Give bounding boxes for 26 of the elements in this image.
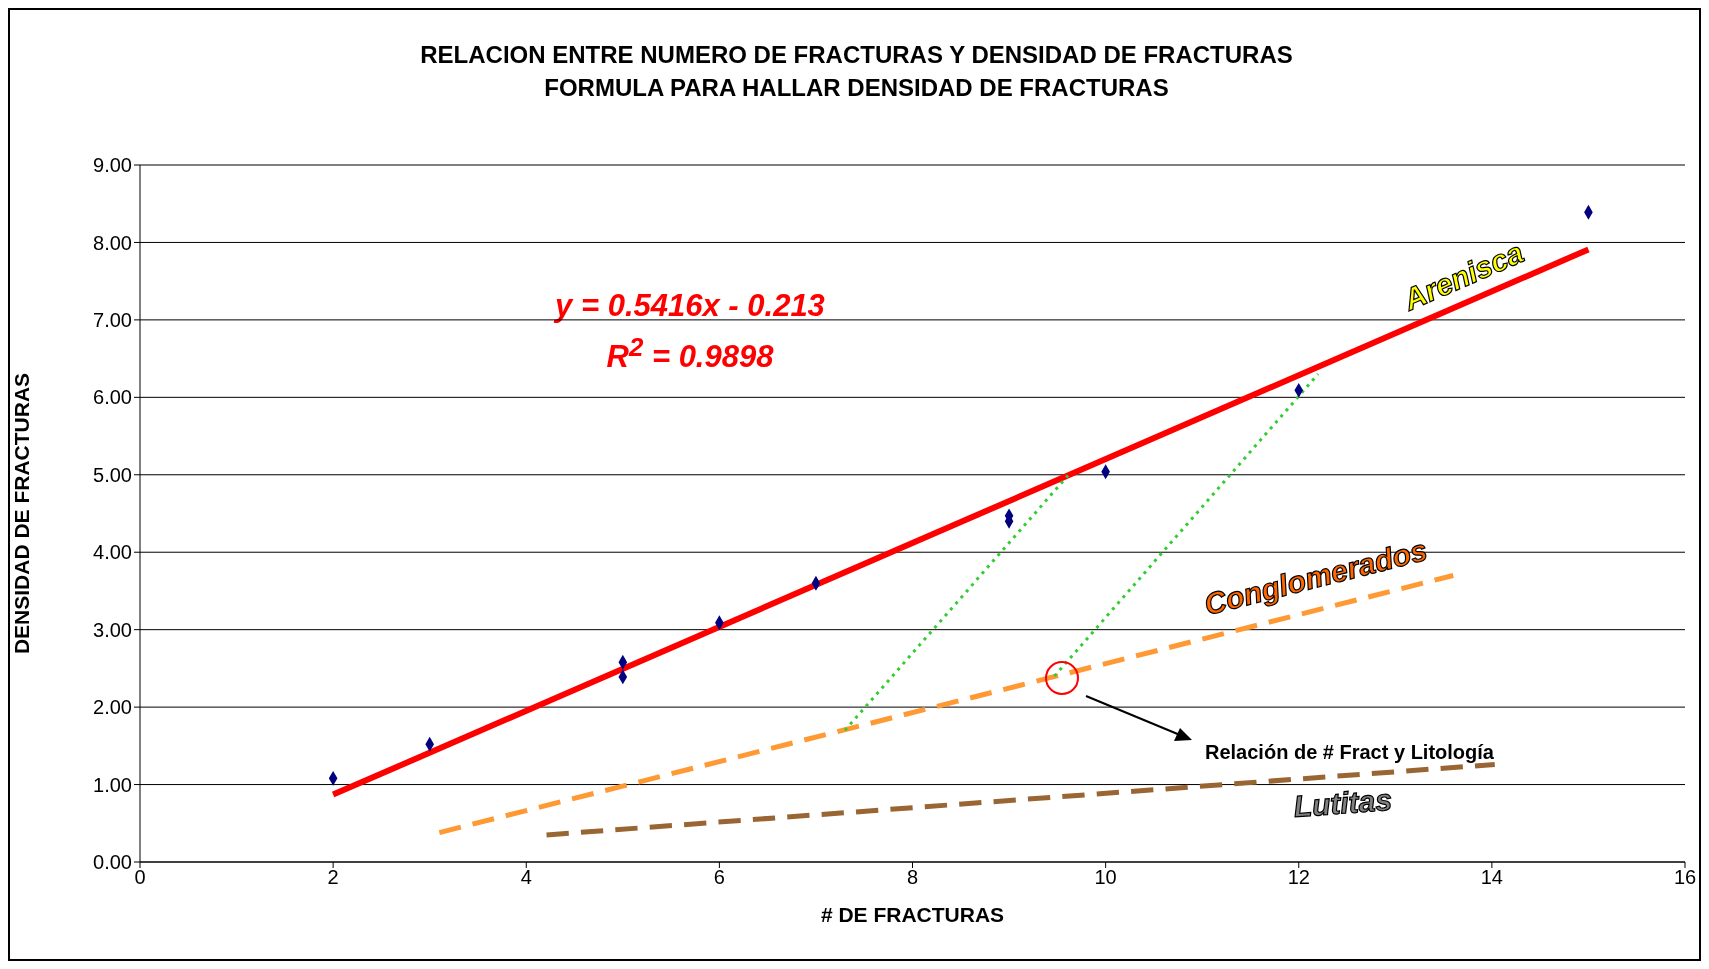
chart-title: RELACION ENTRE NUMERO DE FRACTURAS Y DENSIDAD DE FRACTURAS FORMULA PARA HALLAR DENSIDAD DE FRACTURAS (419, 40, 1294, 103)
y-tick-label: 4.00 (93, 541, 132, 564)
y-tick-label: 8.00 (93, 231, 132, 254)
y-tick-label: 1.00 (93, 773, 132, 796)
x-axis-title: # DE FRACTURAS (820, 903, 1005, 926)
x-tick-label: 14 (1480, 866, 1503, 889)
x-tick-label: 0 (134, 866, 146, 889)
y-tick-label: 2.00 (93, 696, 132, 719)
y-tick-label: 0.00 (93, 851, 132, 874)
annotation: Relación de # Fract y Litología (1205, 741, 1494, 764)
x-tick-label: 10 (1094, 866, 1117, 889)
y-tick-label: 3.00 (93, 618, 132, 641)
x-tick-label: 8 (906, 866, 919, 889)
y-tick-label: 5.00 (93, 463, 132, 486)
y-tick-label: 7.00 (93, 308, 132, 331)
x-tick-label: 16 (1673, 866, 1697, 889)
x-tick-label: 12 (1287, 866, 1310, 889)
y-axis-title: DENSIDAD DE FRACTURAS (10, 372, 34, 655)
y-tick-label: 6.00 (93, 386, 132, 409)
series-label: Lutitas (1292, 782, 1394, 824)
x-tick-label: 4 (520, 866, 532, 889)
y-tick-label: 9.00 (93, 154, 132, 177)
annotation: y = 0.5416x - 0.213 (552, 288, 826, 324)
annotation: R$^{2}$ = 0.9898 (605, 333, 775, 376)
x-tick-label: 6 (713, 866, 725, 889)
x-tick-label: 2 (327, 866, 339, 889)
